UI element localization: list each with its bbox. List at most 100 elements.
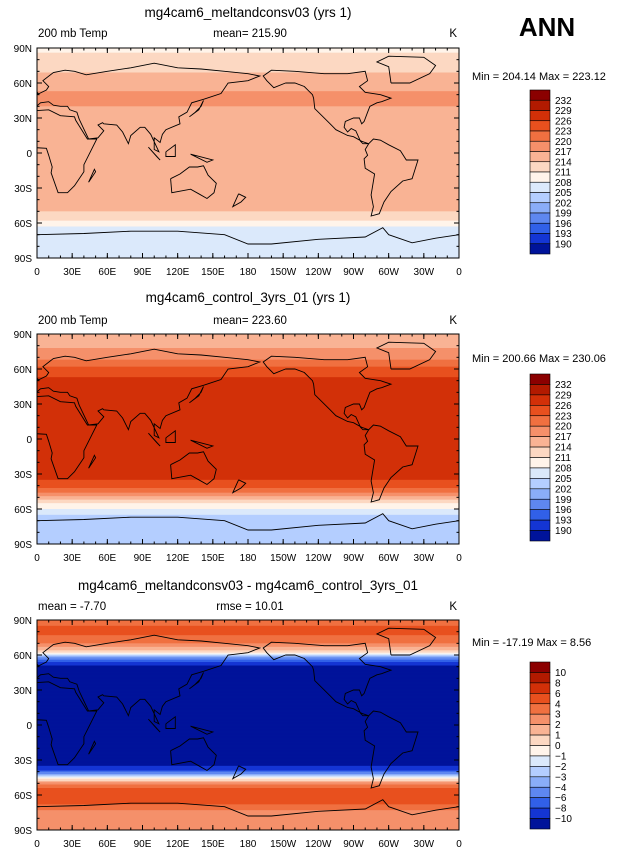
contour-band [37,101,459,104]
coastline [190,439,215,449]
contour-band [37,514,459,517]
contour-band [37,524,459,526]
contour-band [37,367,459,370]
contour-band [37,422,459,425]
colorbar-label: 6 [555,689,561,700]
contour-band [37,677,459,679]
contour-band [37,98,459,100]
contour-band [37,802,459,804]
contour-band [37,672,459,675]
contour-band [37,736,459,739]
contour-band [37,509,459,511]
contour-band [37,454,459,456]
colorbar-swatch [529,373,551,385]
contour-band [37,638,459,641]
lon-tick-label: 180 [240,839,257,850]
lat-tick-label: 60N [14,79,32,90]
contour-band [37,390,459,392]
contour-band [37,406,459,409]
contour-band [37,680,459,683]
colorbar-swatch [529,672,551,684]
contour-band [37,105,459,107]
contour-band [37,496,459,498]
contour-band [37,456,459,459]
contour-band [37,345,459,348]
contour-band [37,397,459,399]
contour-band [37,467,459,469]
contour-band [37,475,459,477]
coastline [37,395,98,480]
contour-band [37,376,459,378]
contour-band [37,472,459,475]
lon-tick-label: 120E [166,267,190,278]
coastline [148,718,161,733]
lat-tick-label: 0 [26,435,32,446]
contour-band [37,799,459,802]
contour-band [37,750,459,753]
coastline [37,634,262,725]
contour-band [37,154,459,156]
contour-band [37,781,459,783]
contour-band [37,628,459,630]
contour-band [37,80,459,83]
lon-tick-label: 60W [378,267,399,278]
contour-band [37,679,459,682]
contour-band [37,771,459,774]
contour-band [37,760,459,762]
contour-band [37,476,459,479]
contour-band [37,716,459,719]
contour-band [37,512,459,515]
contour-band [37,426,459,428]
contour-band [37,139,459,141]
contour-band [37,530,459,532]
contour-band [37,407,459,410]
contour-band [37,656,459,658]
colorbar-label: 232 [555,96,572,107]
contour-band [37,708,459,711]
contour-band [37,168,459,170]
lat-tick-label: 60S [14,791,32,802]
lat-tick-label: 30S [14,470,32,481]
contour-band [37,504,459,507]
coastline [375,341,437,370]
contour-band [37,488,459,490]
colorbar-swatch [529,89,551,101]
contour-band [37,217,459,219]
contour-band [37,412,459,414]
contour-band [37,246,459,249]
contour-band [37,465,459,468]
contour-band [37,455,459,458]
colorbar-swatch [529,488,551,500]
lat-tick-label: 30N [14,400,32,411]
contour-band [37,366,459,369]
contour-band [37,439,459,441]
contour-band [37,730,459,733]
colorbar-swatch [529,161,551,173]
colorbar-swatch [529,425,551,437]
contour-band [37,416,459,419]
variable-label: 200 mb Temp [38,28,107,40]
contour-band [37,83,459,85]
contour-band [37,93,459,96]
lat-tick-label: 90N [14,330,32,341]
contour-band [37,363,459,365]
lon-tick-label: 180 [240,267,257,278]
colorbar-label: 190 [555,239,572,250]
contour-band [37,798,459,801]
colorbar-swatch [529,807,551,819]
coastline [165,143,176,157]
stat-label: mean= 223.60 [213,315,287,327]
colorbar-swatch [529,233,551,245]
contour-band [37,402,459,405]
colorbar-label: 2 [555,720,561,731]
contour-band [37,147,459,149]
minmax-label: Min = 200.66 Max = 230.06 [472,353,606,365]
contour-band [37,239,459,242]
contour-band [37,767,459,769]
contour-band [37,699,459,702]
contour-band [37,225,459,228]
colorbar-label: 217 [555,432,572,443]
lon-tick-label: 120W [305,267,332,278]
contour-band [37,686,459,689]
